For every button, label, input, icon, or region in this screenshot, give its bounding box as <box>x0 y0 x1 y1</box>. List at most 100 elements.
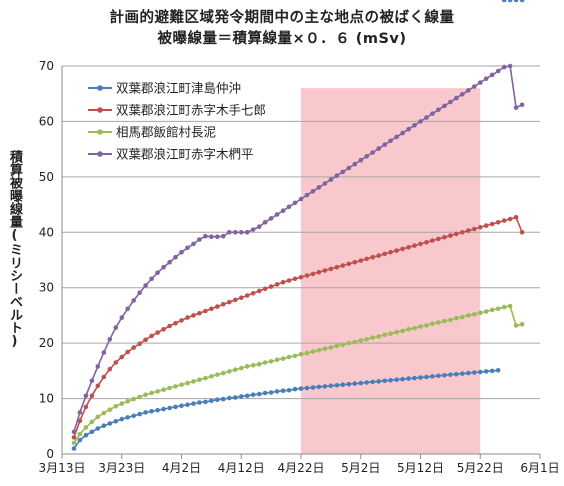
data-point <box>89 429 95 435</box>
data-point <box>256 361 262 367</box>
data-point <box>400 376 405 382</box>
data-point <box>394 329 399 335</box>
data-point <box>292 276 298 282</box>
data-point <box>125 415 130 420</box>
y-axis-label: 積算被曝線量(ミリシーベルト) <box>7 150 22 349</box>
data-point <box>167 259 172 265</box>
series-4 <box>71 63 525 435</box>
data-point <box>454 315 459 321</box>
data-point <box>328 383 334 389</box>
data-point <box>340 169 346 175</box>
data-point <box>262 220 268 225</box>
data-point <box>513 0 519 3</box>
data-point <box>203 399 208 405</box>
data-point <box>495 220 501 225</box>
data-point <box>406 376 411 381</box>
data-point <box>424 115 429 120</box>
legend-label: 双葉郡浪江町赤字木手七郎 <box>116 103 266 118</box>
data-point <box>376 146 382 151</box>
legend-item: 相馬郡飯館村長泥 <box>88 125 216 140</box>
data-point <box>370 335 376 340</box>
data-point <box>346 340 352 346</box>
data-point <box>460 230 465 235</box>
data-point <box>442 373 447 378</box>
data-point <box>430 321 435 327</box>
data-point <box>83 432 89 438</box>
y-tick-label: 0 <box>46 447 54 461</box>
data-point <box>382 251 388 257</box>
data-point <box>131 413 136 419</box>
data-point <box>125 306 130 312</box>
data-point <box>472 370 477 375</box>
data-point <box>388 138 393 144</box>
y-tick-label: 70 <box>39 59 54 73</box>
data-point <box>334 383 340 388</box>
data-point <box>227 299 232 305</box>
data-point <box>310 349 316 354</box>
data-point <box>149 409 154 414</box>
data-point <box>442 235 447 240</box>
data-point <box>286 278 292 283</box>
data-point <box>185 402 190 408</box>
data-point <box>495 306 501 312</box>
data-point <box>322 346 328 352</box>
data-point <box>352 339 358 345</box>
data-point <box>316 384 322 390</box>
data-point <box>233 230 238 235</box>
data-point <box>454 231 459 237</box>
data-point <box>364 337 370 342</box>
data-point <box>418 375 423 380</box>
data-point <box>412 375 417 381</box>
data-point <box>412 243 417 248</box>
data-point <box>460 92 465 97</box>
data-point <box>185 315 190 320</box>
data-point <box>495 68 501 74</box>
data-point <box>352 161 358 167</box>
data-point <box>364 154 370 159</box>
data-point <box>519 0 525 3</box>
data-point <box>274 212 280 217</box>
data-point <box>167 323 172 329</box>
data-point <box>507 216 513 222</box>
data-point <box>107 421 113 426</box>
y-tick-label: 20 <box>39 336 54 350</box>
data-point <box>513 105 519 110</box>
x-tick-label: 4月12日 <box>218 461 265 475</box>
data-point <box>191 241 196 247</box>
data-point <box>215 304 220 309</box>
data-point <box>244 393 250 399</box>
y-tick-label: 10 <box>39 392 54 406</box>
x-tick-label: 6月1日 <box>520 461 559 475</box>
data-point <box>507 0 513 3</box>
data-point <box>191 379 196 384</box>
data-point <box>466 88 471 93</box>
data-point <box>400 328 405 334</box>
data-point <box>340 263 346 268</box>
data-point <box>406 327 411 332</box>
data-point <box>173 384 178 389</box>
data-point <box>352 381 358 386</box>
data-point <box>137 411 142 417</box>
data-point <box>478 225 483 230</box>
data-point <box>370 150 376 155</box>
data-point <box>394 377 399 383</box>
data-point <box>346 165 352 171</box>
data-point <box>310 271 316 277</box>
data-point <box>161 327 166 332</box>
data-point <box>107 366 113 372</box>
data-point <box>304 273 310 278</box>
data-point <box>316 185 322 190</box>
data-point <box>436 373 441 379</box>
x-tick-label: 3月23日 <box>98 461 145 475</box>
data-point <box>292 200 298 206</box>
data-point <box>442 318 447 324</box>
data-point <box>125 399 130 404</box>
data-point <box>89 378 95 384</box>
data-point <box>358 380 364 386</box>
x-tick-label: 5月22日 <box>457 461 504 475</box>
data-point <box>483 223 489 228</box>
data-point <box>203 233 208 239</box>
data-point <box>304 350 310 356</box>
data-point <box>137 341 142 347</box>
data-point <box>280 356 286 362</box>
